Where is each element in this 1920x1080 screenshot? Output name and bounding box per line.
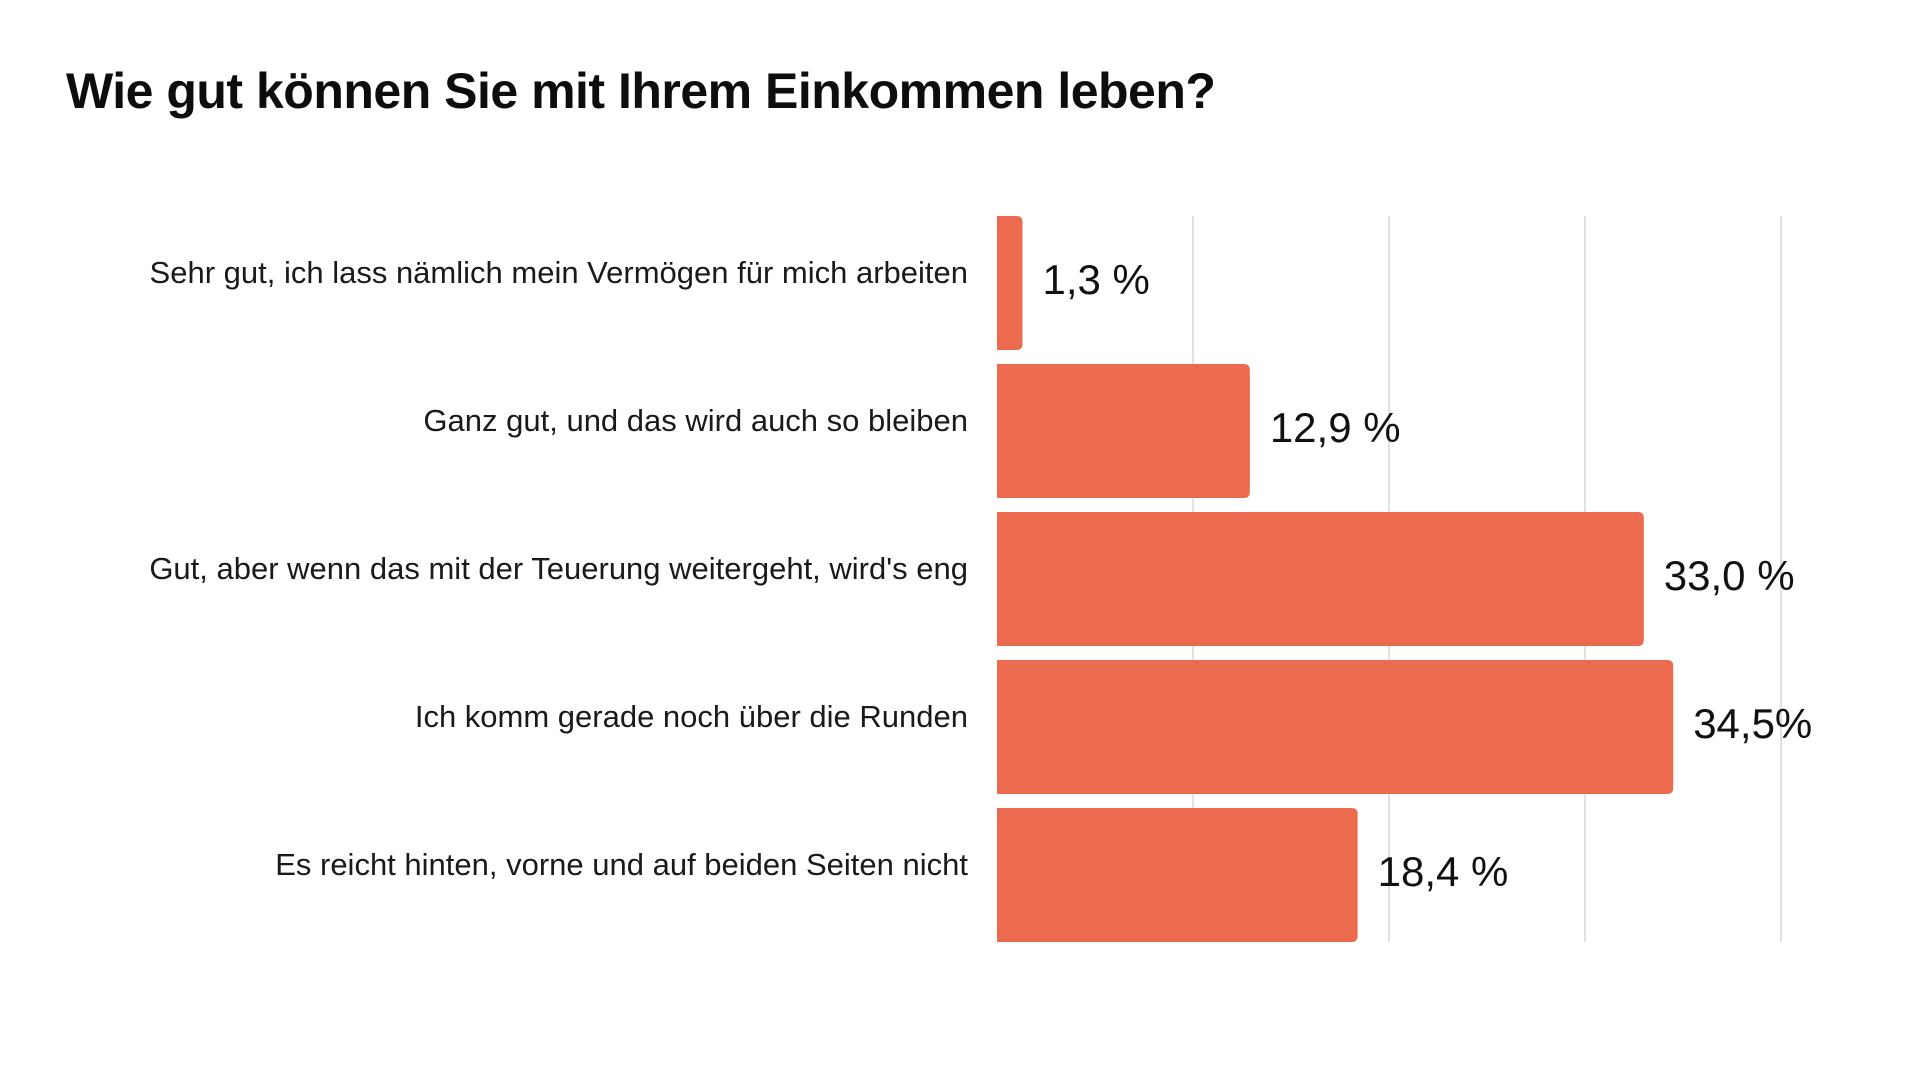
bars	[997, 216, 1674, 942]
bar	[997, 512, 1644, 646]
category-label: Es reicht hinten, vorne und auf beiden S…	[275, 847, 968, 882]
bar	[997, 808, 1358, 942]
bar	[997, 660, 1674, 794]
data-label: 18,4 %	[1378, 848, 1509, 895]
category-label: Ganz gut, und das wird auch so bleiben	[423, 403, 968, 438]
chart-title: Wie gut können Sie mit Ihrem Einkommen l…	[66, 63, 1216, 119]
category-label: Sehr gut, ich lass nämlich mein Vermögen…	[150, 255, 968, 290]
category-labels: Sehr gut, ich lass nämlich mein Vermögen…	[149, 255, 968, 882]
category-label: Ich komm gerade noch über die Runden	[415, 699, 968, 734]
data-label: 33,0 %	[1664, 552, 1795, 599]
value-labels: 1,3 % 12,9 % 33,0 % 34,5% 18,4 %	[1042, 256, 1812, 895]
data-label: 12,9 %	[1270, 404, 1401, 451]
bar	[997, 216, 1023, 350]
bar	[997, 364, 1250, 498]
data-label: 34,5%	[1693, 700, 1812, 747]
category-label: Gut, aber wenn das mit der Teuerung weit…	[149, 551, 968, 586]
data-label: 1,3 %	[1042, 256, 1149, 303]
